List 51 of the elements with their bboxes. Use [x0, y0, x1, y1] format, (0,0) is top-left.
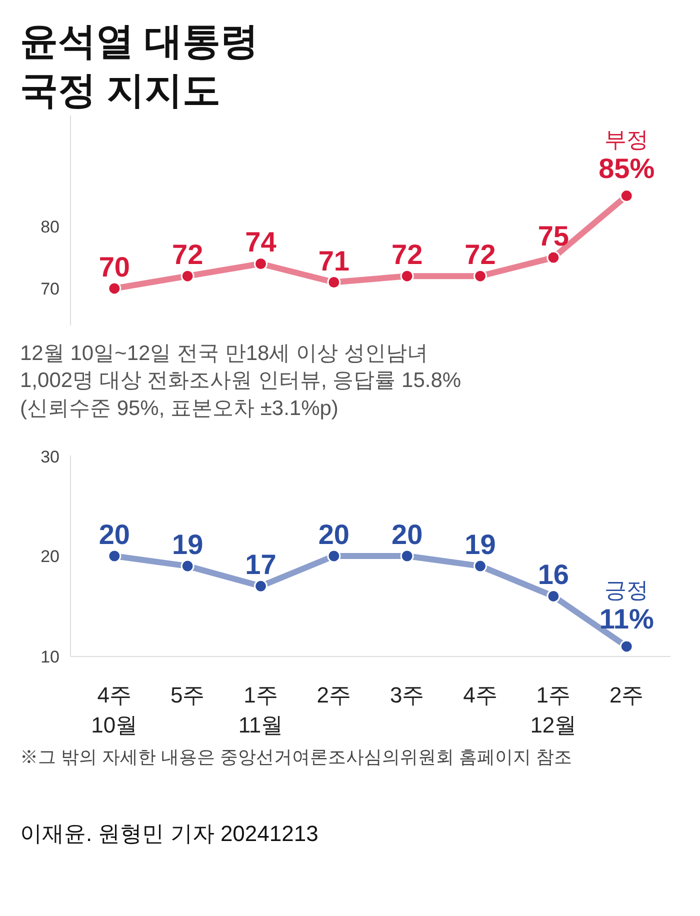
data-label: 20	[98, 519, 130, 550]
x-tick-label: 4주	[463, 682, 498, 708]
chart-title: 윤석열 대통령 국정 지지도	[20, 20, 259, 114]
point	[474, 269, 488, 283]
data-label: 85%	[598, 152, 655, 184]
y-tick-label: 80	[40, 218, 60, 237]
data-label: 11%	[599, 603, 654, 634]
y-tick-label: 70	[40, 279, 60, 298]
point	[546, 250, 560, 264]
point	[620, 640, 634, 654]
data-label: 20	[392, 519, 423, 550]
point	[327, 276, 341, 290]
point	[108, 549, 122, 563]
point	[180, 269, 194, 283]
data-label: 19	[172, 529, 204, 560]
data-label: 72	[172, 239, 204, 270]
data-label: 70	[98, 251, 130, 282]
x-tick-label: 2주	[316, 682, 352, 708]
text: ※그 밖의 자세한 내용은 중앙선거여론조사심의위원회 홈페이지 참조	[20, 746, 572, 769]
x-tick-label: 1주 12월	[530, 682, 577, 738]
y-tick-label: 10	[40, 648, 60, 666]
data-label: 19	[464, 529, 496, 560]
point	[474, 559, 488, 573]
point	[400, 269, 414, 283]
point	[546, 589, 560, 603]
text: 12월 10일~12일 전국 만18세 이상 성인남녀 1,002명 대상 전화조사원 인터뷰, 응답률 15.8% (신뢰수준 95%, 표본오차 ±3.1%p)	[20, 341, 462, 422]
data-label: 74	[245, 226, 277, 258]
point	[620, 189, 634, 203]
x-tick-label: 1주 11월	[238, 682, 284, 738]
data-label: 17	[245, 549, 276, 580]
point	[108, 282, 122, 296]
text: 이재윤. 원형민 기자 20241213	[20, 820, 318, 848]
point	[254, 579, 268, 593]
x-tick-label: 4주 10월	[91, 682, 138, 738]
point	[180, 559, 194, 573]
point	[327, 549, 341, 563]
x-tick-label: 5주	[170, 682, 205, 708]
x-tick-label: 2주	[609, 682, 644, 708]
data-label: 71	[318, 245, 350, 276]
point	[400, 549, 414, 563]
y-tick-label: 20	[40, 547, 60, 566]
data-label: 20	[318, 519, 350, 550]
data-label: 16	[538, 559, 570, 590]
series-label: 부정	[604, 126, 649, 152]
series-label: 긍정	[604, 577, 649, 602]
data-label: 72	[464, 239, 496, 270]
x-tick-label: 3주	[390, 682, 424, 708]
point	[254, 256, 268, 270]
data-label: 75	[538, 220, 570, 252]
data-label: 72	[392, 239, 423, 270]
y-tick-label: 30	[40, 448, 60, 466]
